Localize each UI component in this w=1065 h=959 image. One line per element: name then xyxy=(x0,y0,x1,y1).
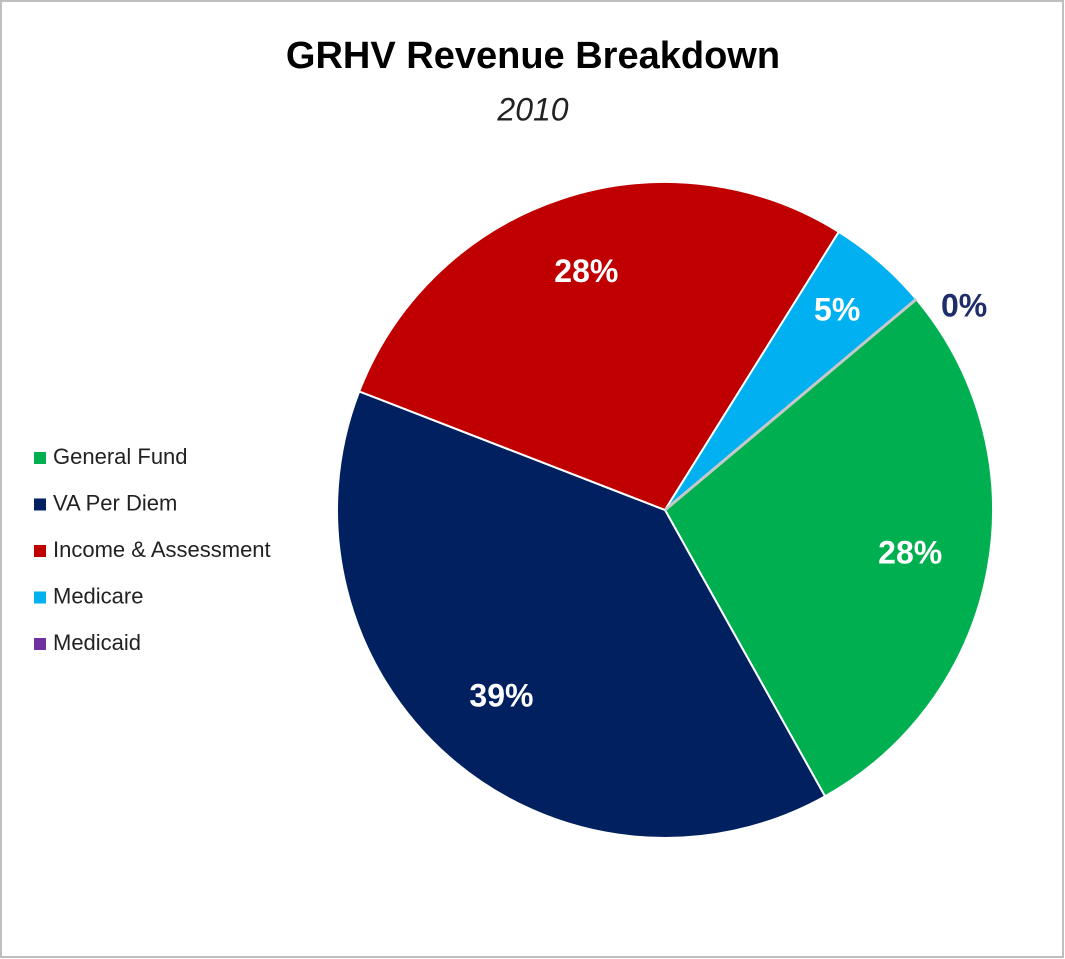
legend-label: Income & Assessment xyxy=(53,537,271,562)
data-label: 28% xyxy=(554,253,618,289)
legend-label: VA Per Diem xyxy=(53,490,177,515)
pie-slice xyxy=(336,390,827,839)
legend-label: Medicaid xyxy=(53,630,141,655)
legend-swatch xyxy=(34,452,46,464)
data-label: 0% xyxy=(941,288,987,324)
legend-label: General Fund xyxy=(53,444,188,469)
chart-subtitle: 2010 xyxy=(496,91,568,127)
pie-slice xyxy=(664,230,918,511)
legend-swatch xyxy=(34,591,46,604)
legend-swatch xyxy=(34,498,46,511)
data-label: 5% xyxy=(814,291,860,327)
legend-label: Medicare xyxy=(53,583,143,608)
legend-swatch xyxy=(34,545,46,557)
data-label: 28% xyxy=(878,534,942,570)
chart-title: GRHV Revenue Breakdown xyxy=(286,35,780,77)
pie-slice xyxy=(663,297,994,798)
pie-slice xyxy=(357,181,841,512)
legend-swatch xyxy=(34,638,46,650)
data-label: 39% xyxy=(469,678,533,714)
